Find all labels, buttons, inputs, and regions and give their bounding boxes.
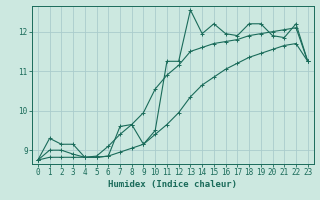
X-axis label: Humidex (Indice chaleur): Humidex (Indice chaleur) (108, 180, 237, 189)
